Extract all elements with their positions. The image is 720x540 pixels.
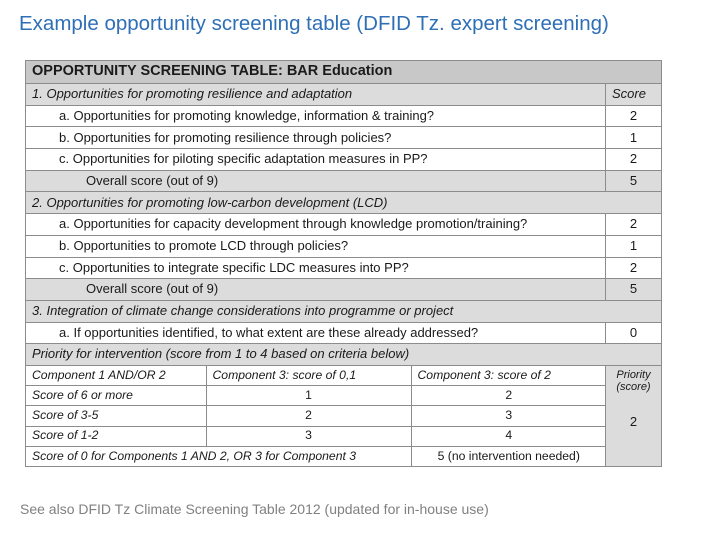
priority-matrix: Component 1 AND/OR 2 Component 3: score … [26, 366, 605, 466]
priority-score-label: Priority (score) [616, 368, 651, 394]
table-title: OPPORTUNITY SCREENING TABLE: BAR Educati… [25, 60, 662, 84]
matrix-row-label: Score of 3-5 [26, 405, 207, 427]
table-row: b. Opportunities for promoting resilienc… [25, 126, 662, 150]
priority-score-cell: Priority (score) 2 [605, 364, 662, 467]
item-label: a. If opportunities identified, to what … [25, 321, 606, 345]
matrix-value: 4 [410, 425, 605, 447]
matrix-value: 3 [410, 405, 605, 427]
item-label: c. Opportunities for piloting specific a… [25, 148, 606, 171]
section-3-heading: 3. Integration of climate change conside… [25, 299, 662, 323]
priority-score-value: 2 [629, 414, 638, 430]
table-row: Score of 1-2 3 4 [26, 425, 605, 447]
table-row: b. Opportunities to promote LCD through … [25, 234, 662, 258]
item-label: c. Opportunities to integrate specific L… [25, 256, 606, 280]
overall-label: Overall score (out of 9) [25, 278, 606, 301]
matrix-row-label: Score of 1-2 [26, 425, 207, 447]
opportunity-screening-table: OPPORTUNITY SCREENING TABLE: BAR Educati… [25, 60, 662, 467]
priority-matrix-cell: Component 1 AND/OR 2 Component 3: score … [25, 364, 606, 467]
matrix-value: 2 [205, 405, 412, 427]
priority-matrix-header: Component 1 AND/OR 2 Component 3: score … [26, 366, 605, 387]
matrix-col-header: Component 3: score of 0,1 [205, 366, 412, 387]
overall-row: Overall score (out of 9) 5 [25, 169, 662, 193]
matrix-value: 2 [410, 385, 605, 407]
section-2-heading-row: 2. Opportunities for promoting low-carbo… [25, 191, 662, 215]
table-row: a. Opportunities for promoting knowledge… [25, 104, 662, 128]
score-column-header: Score [605, 83, 662, 106]
table-row: c. Opportunities for piloting specific a… [25, 148, 662, 171]
table-row: a. If opportunities identified, to what … [25, 321, 662, 345]
matrix-col-header: Component 3: score of 2 [410, 366, 605, 387]
table-row: Score of 6 or more 1 2 [26, 385, 605, 407]
item-label: a. Opportunities for promoting knowledge… [25, 104, 606, 128]
section-2-heading: 2. Opportunities for promoting low-carbo… [25, 191, 662, 215]
overall-row: Overall score (out of 9) 5 [25, 278, 662, 301]
item-label: a. Opportunities for capacity developmen… [25, 213, 606, 236]
item-label: b. Opportunities to promote LCD through … [25, 234, 606, 258]
matrix-row-label: Score of 0 for Components 1 AND 2, OR 3 … [26, 445, 412, 466]
item-score: 2 [605, 104, 662, 128]
matrix-value: 1 [205, 385, 412, 407]
priority-heading: Priority for intervention (score from 1 … [25, 343, 662, 366]
item-score: 2 [605, 213, 662, 236]
table-row: Score of 0 for Components 1 AND 2, OR 3 … [26, 445, 605, 466]
matrix-value: 3 [205, 425, 412, 447]
footnote: See also DFID Tz Climate Screening Table… [20, 501, 489, 517]
table-row: Score of 3-5 2 3 [26, 405, 605, 427]
section-1-heading: 1. Opportunities for promoting resilienc… [25, 83, 606, 106]
matrix-row-label: Score of 6 or more [26, 385, 207, 407]
item-score: 2 [605, 148, 662, 171]
section-3-heading-row: 3. Integration of climate change conside… [25, 299, 662, 323]
overall-label: Overall score (out of 9) [25, 169, 606, 193]
item-score: 0 [605, 321, 662, 345]
table-row: a. Opportunities for capacity developmen… [25, 213, 662, 236]
item-score: 1 [605, 126, 662, 150]
section-1-heading-row: 1. Opportunities for promoting resilienc… [25, 83, 662, 106]
matrix-col-header: Component 1 AND/OR 2 [26, 366, 207, 387]
table-title-row: OPPORTUNITY SCREENING TABLE: BAR Educati… [25, 60, 662, 84]
slide-title: Example opportunity screening table (DFI… [19, 12, 609, 35]
overall-score: 5 [605, 278, 662, 301]
item-score: 2 [605, 256, 662, 280]
item-score: 1 [605, 234, 662, 258]
table-row: c. Opportunities to integrate specific L… [25, 256, 662, 280]
priority-matrix-row: Component 1 AND/OR 2 Component 3: score … [25, 364, 662, 467]
priority-heading-row: Priority for intervention (score from 1 … [25, 343, 662, 366]
item-label: b. Opportunities for promoting resilienc… [25, 126, 606, 150]
matrix-value: 5 (no intervention needed) [410, 445, 605, 466]
overall-score: 5 [605, 169, 662, 193]
